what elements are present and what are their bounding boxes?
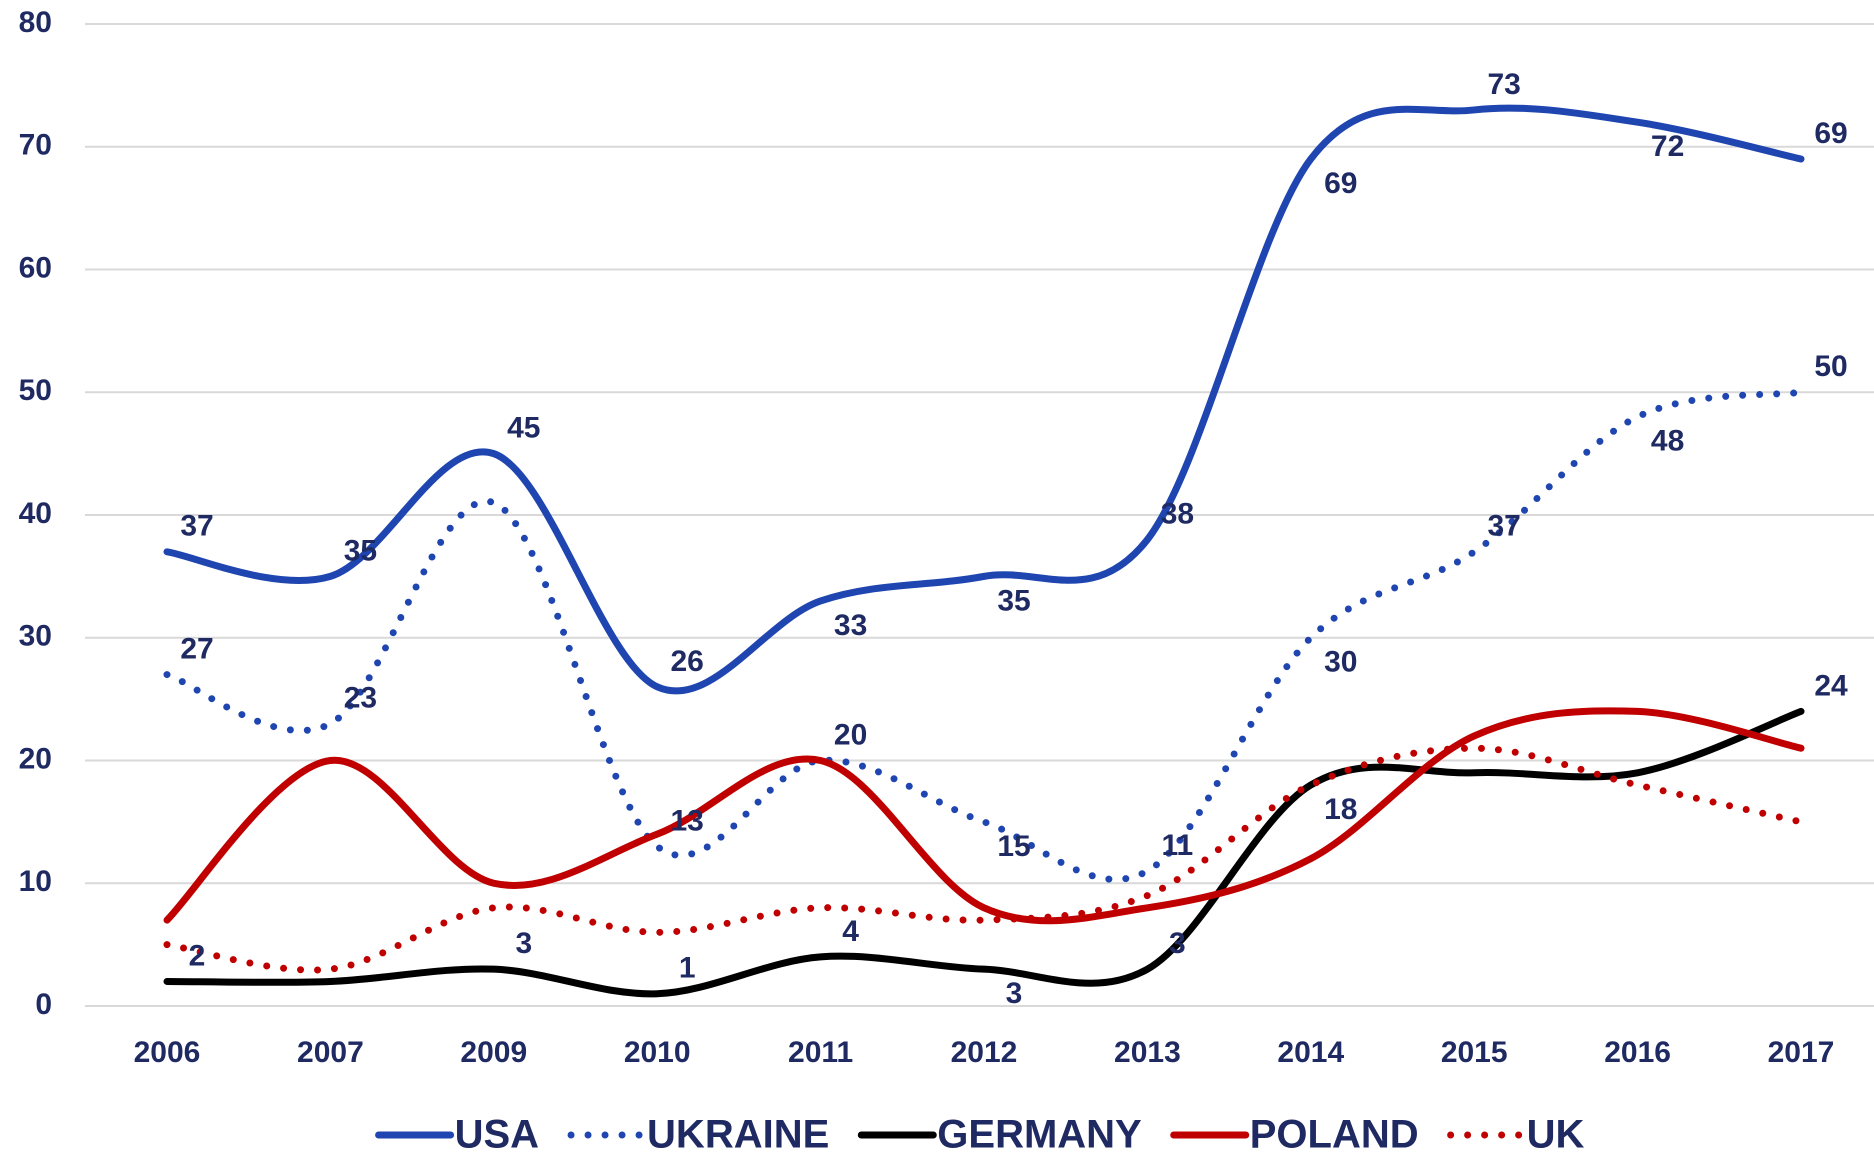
data-label: 3: [515, 927, 532, 960]
legend-label: UKRAINE: [647, 1113, 829, 1155]
x-tick-label: 2007: [297, 1036, 364, 1069]
series-line: [163, 388, 1805, 883]
data-label: 69: [1324, 167, 1357, 200]
data-label: 50: [1814, 350, 1847, 383]
legend: USA UKRAINE GERMANY POLAND UK: [375, 1113, 1585, 1155]
x-tick-label: 2017: [1768, 1036, 1835, 1069]
y-tick-label: 10: [19, 865, 52, 898]
data-label: 20: [834, 718, 867, 751]
data-label: 69: [1814, 117, 1847, 150]
y-tick-label: 60: [19, 251, 52, 284]
y-tick-label: 20: [19, 742, 52, 775]
data-label: 18: [1324, 793, 1357, 826]
legend-label: POLAND: [1250, 1113, 1419, 1155]
series-line: [163, 707, 1805, 925]
y-tick-label: 40: [19, 497, 52, 530]
data-label: 35: [997, 584, 1030, 617]
data-label: 37: [1488, 510, 1521, 543]
data-label: 2: [189, 939, 206, 972]
legend-label: USA: [455, 1113, 539, 1155]
x-tick-label: 2016: [1604, 1036, 1671, 1069]
series-line: [163, 744, 1805, 974]
legend-label: GERMANY: [937, 1113, 1142, 1155]
data-label: 23: [344, 682, 377, 715]
y-tick-label: 0: [35, 988, 52, 1021]
y-tick-label: 80: [19, 6, 52, 39]
y-tick-label: 30: [19, 620, 52, 653]
x-tick-label: 2012: [951, 1036, 1018, 1069]
series-line: [163, 707, 1805, 998]
y-tick-label: 70: [19, 129, 52, 162]
data-label: 35: [344, 534, 377, 567]
data-label: 3: [1169, 927, 1186, 960]
data-label: 1: [679, 952, 696, 985]
data-label: 27: [180, 632, 213, 665]
x-tick-label: 2010: [624, 1036, 691, 1069]
data-label: 24: [1814, 669, 1848, 702]
x-tick-label: 2006: [134, 1036, 201, 1069]
data-label: 30: [1324, 646, 1357, 679]
data-label: 11: [1162, 829, 1194, 862]
x-tick-label: 2015: [1441, 1036, 1508, 1069]
data-label: 72: [1651, 130, 1684, 163]
data-label: 26: [671, 645, 704, 678]
data-label: 45: [507, 412, 540, 445]
data-label: 38: [1161, 497, 1194, 530]
data-label: 3: [1006, 977, 1023, 1010]
series-line: [163, 104, 1805, 695]
y-tick-label: 50: [19, 374, 52, 407]
x-tick-label: 2011: [788, 1036, 853, 1069]
legend-label: UK: [1527, 1113, 1585, 1155]
data-label: 33: [834, 609, 867, 642]
x-tick-label: 2009: [460, 1036, 527, 1069]
data-label: 15: [997, 830, 1030, 863]
data-label: 73: [1488, 68, 1521, 101]
x-tick-label: 2013: [1114, 1036, 1181, 1069]
data-label: 4: [842, 915, 859, 948]
data-label: 48: [1651, 425, 1684, 458]
data-label: 37: [180, 510, 213, 543]
x-tick-label: 2014: [1277, 1036, 1344, 1069]
data-label: 13: [671, 804, 704, 837]
